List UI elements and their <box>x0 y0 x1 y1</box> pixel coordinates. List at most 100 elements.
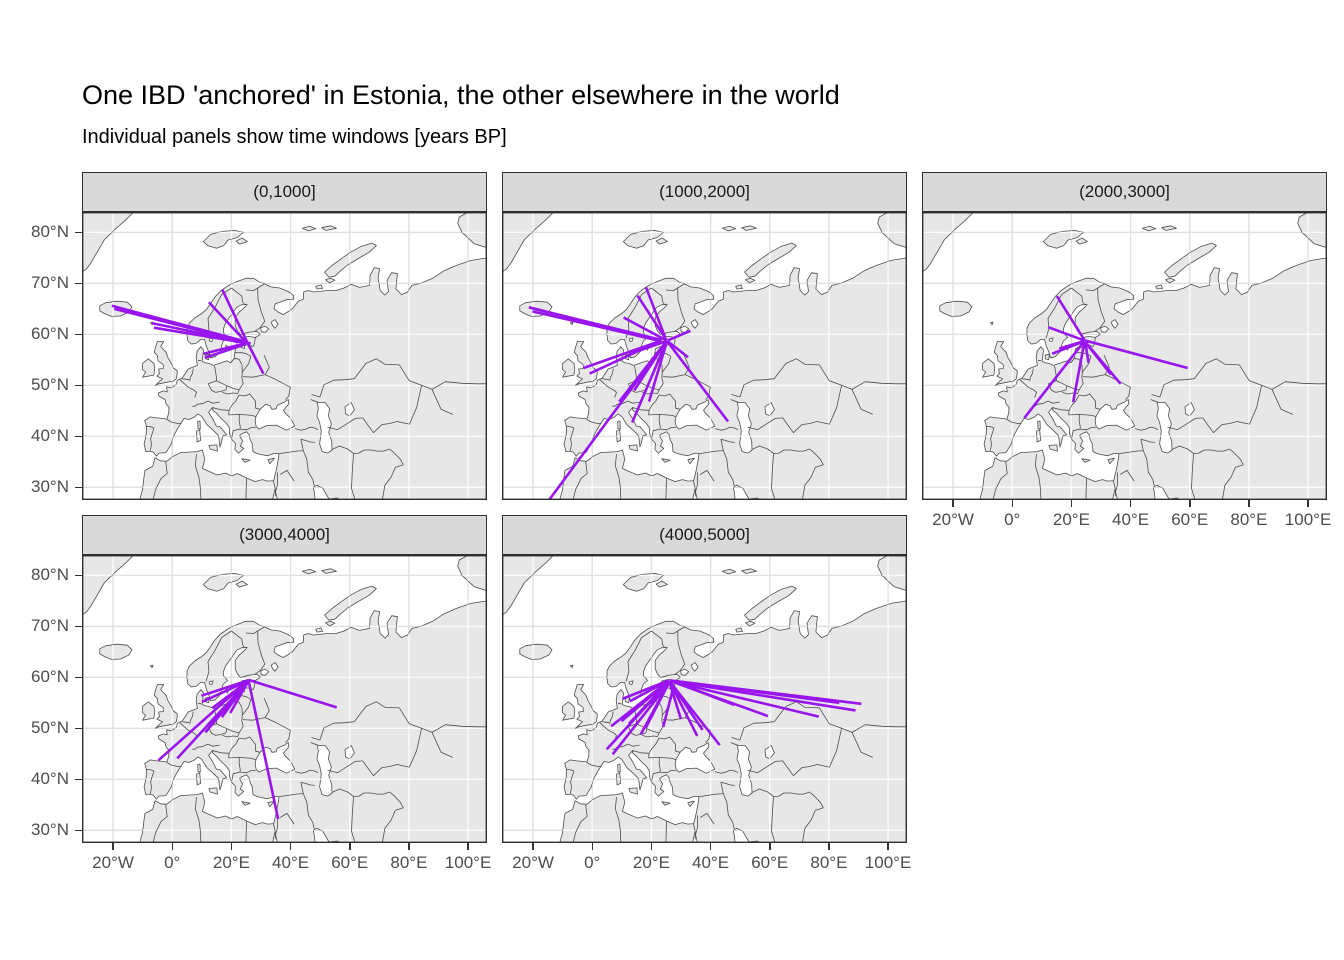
country-border <box>693 823 696 840</box>
x-tick-label: 80°E <box>1230 510 1268 529</box>
country-border <box>651 428 661 438</box>
country-border <box>300 782 304 794</box>
land-polygon <box>1164 242 1217 278</box>
country-border <box>245 821 247 843</box>
land-polygon <box>321 568 337 574</box>
country-border <box>238 364 244 391</box>
country-border <box>254 287 266 332</box>
land-polygon <box>628 787 638 795</box>
country-border <box>851 732 873 758</box>
country-border <box>421 724 487 733</box>
country-border <box>353 448 390 454</box>
country-border <box>1071 428 1081 438</box>
land-polygon <box>1042 230 1084 249</box>
country-border <box>625 287 652 339</box>
x-tick-label: 20°E <box>1052 510 1090 529</box>
land-polygon <box>324 585 377 621</box>
country-border <box>720 439 724 451</box>
country-border <box>659 736 681 753</box>
ibd-line <box>633 340 668 392</box>
country-border <box>189 711 194 725</box>
ibd-line <box>248 678 338 709</box>
ibd-line <box>1047 325 1085 342</box>
land-polygon <box>989 321 994 326</box>
land-polygon <box>324 242 377 278</box>
ibd-lines <box>528 286 730 500</box>
country-border <box>189 368 194 382</box>
land-polygon <box>1161 225 1177 231</box>
land-polygon <box>1081 458 1091 463</box>
ibd-line <box>644 286 668 341</box>
country-border <box>245 283 265 291</box>
country-border <box>586 419 602 424</box>
land-polygon <box>569 321 574 326</box>
country-border <box>1171 445 1194 454</box>
y-tick <box>75 829 82 832</box>
country-border <box>1119 470 1135 482</box>
map-canvas <box>82 212 487 500</box>
water-body <box>260 668 270 676</box>
country-border <box>1191 453 1196 500</box>
x-tick <box>349 843 351 850</box>
country-border <box>222 732 240 738</box>
country-border <box>192 400 220 407</box>
country-border <box>1068 404 1097 418</box>
country-border <box>722 793 735 830</box>
ibd-line <box>532 310 661 343</box>
land-polygon <box>321 225 337 231</box>
facet-strip: (2000,3000] <box>922 172 1327 212</box>
land-polygon <box>1155 284 1163 290</box>
land-polygon <box>82 212 135 273</box>
y-tick-label: 60°N <box>31 667 69 687</box>
country-border <box>1034 454 1042 500</box>
land-polygon <box>153 341 178 386</box>
country-border <box>566 426 575 451</box>
country-border <box>197 359 202 362</box>
ibd-line <box>669 679 735 707</box>
country-border <box>699 813 715 825</box>
country-border <box>231 428 241 438</box>
country-border <box>674 630 686 675</box>
country-border <box>714 426 739 431</box>
land-polygon <box>82 555 135 616</box>
country-border <box>652 737 660 748</box>
land-polygon <box>745 620 756 627</box>
y-tick <box>75 333 82 336</box>
facet-strip: (3000,4000] <box>82 515 487 555</box>
x-tick-label: 100°E <box>864 853 912 872</box>
strip-label: (0,1000] <box>253 182 316 201</box>
ibd-line <box>670 680 820 718</box>
country-border <box>720 782 724 794</box>
y-tick <box>75 574 82 577</box>
land-polygon <box>1142 225 1157 232</box>
x-tick-label: 60°E <box>751 853 789 872</box>
y-tick <box>75 282 82 285</box>
ibd-lines <box>157 678 338 820</box>
country-border <box>1140 438 1155 443</box>
x-tick-label: 80°E <box>390 853 428 872</box>
water-body <box>260 325 270 333</box>
country-border <box>771 796 776 843</box>
country-border <box>152 804 168 843</box>
country-border <box>182 721 190 724</box>
country-border <box>751 788 774 797</box>
facet-panel-0: (0,1000] <box>82 172 487 500</box>
land-polygon <box>735 284 743 290</box>
x-tick <box>828 843 830 850</box>
y-tick <box>75 676 82 679</box>
water-layer <box>628 319 775 454</box>
water-body <box>628 680 634 685</box>
land-layer <box>82 555 487 843</box>
ibd-line <box>669 679 840 705</box>
land-polygon <box>197 420 201 430</box>
country-border <box>1202 417 1249 434</box>
country-border <box>602 721 610 724</box>
x-tick <box>289 843 292 850</box>
land-polygon <box>979 257 1327 500</box>
country-border <box>279 470 295 482</box>
country-borders <box>986 283 1327 500</box>
country-border <box>751 445 774 454</box>
country-border <box>1261 381 1327 390</box>
ibd-line <box>220 680 250 718</box>
land-polygon <box>235 237 248 245</box>
